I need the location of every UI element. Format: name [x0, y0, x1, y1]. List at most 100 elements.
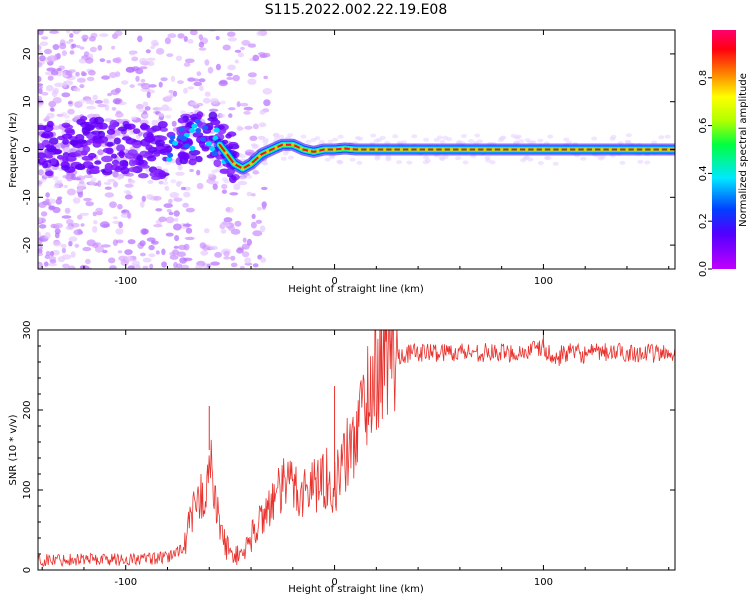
spectrogram-energy-blob: [106, 128, 116, 135]
spectrogram-noise-blob: [225, 206, 234, 213]
spectrogram-noise-blob: [38, 202, 47, 208]
spectrogram-noise-blob: [104, 186, 112, 190]
spectrogram-noise-blob: [195, 264, 203, 269]
spectrogram-energy-blob: [104, 166, 113, 172]
spectrogram-peak-blob: [195, 128, 202, 133]
spectrogram-haze: [599, 154, 606, 159]
spectrogram-noise-blob: [184, 236, 195, 241]
spectrogram-noise-blob: [184, 58, 195, 64]
spectrogram-noise-blob: [112, 170, 119, 178]
spectrogram-haze: [484, 156, 491, 160]
spectrogram-noise-blob: [151, 39, 159, 47]
spectrogram-noise-blob: [65, 40, 72, 45]
spectrogram-noise-blob: [106, 60, 111, 64]
spectrogram-peak-blob: [202, 125, 209, 131]
spectrogram-haze: [158, 112, 164, 117]
spectrogram-noise-blob: [252, 263, 259, 268]
spectrogram-noise-blob: [226, 77, 234, 80]
snr-x-tick-label: -100: [114, 577, 137, 588]
spectrogram-noise-blob: [64, 207, 71, 214]
spectrogram-haze: [310, 137, 317, 142]
spectrogram-noise-blob: [228, 225, 235, 232]
spectrogram-noise-blob: [129, 84, 135, 88]
spectrogram-haze: [357, 136, 364, 141]
spectrogram-energy-blob: [79, 116, 88, 121]
spectrogram-ridge-dot: [358, 147, 362, 152]
spectrogram-noise-blob: [102, 249, 108, 254]
spectrogram-noise-blob: [198, 78, 206, 83]
spectrogram-noise-blob: [54, 232, 60, 239]
spectrogram-noise-blob: [147, 60, 155, 67]
snr-frame: [37, 329, 676, 571]
spectrogram-energy-blob: [118, 150, 125, 159]
spectrogram-peak-blob: [209, 146, 216, 152]
spectrogram-noise-blob: [112, 181, 119, 188]
spectrogram-noise-blob: [140, 78, 146, 83]
spectrogram-ridge-dot: [424, 147, 429, 152]
spectrogram-haze: [64, 146, 71, 151]
spectrogram-noise-blob: [204, 59, 210, 66]
spectrogram-noise-blob: [209, 98, 220, 104]
spectrogram-noise-blob: [69, 33, 74, 38]
spectrogram-haze: [282, 151, 289, 156]
spectrogram-energy-blob: [81, 155, 94, 161]
spectrogram-energy-blob: [124, 152, 136, 159]
spectrogram-noise-blob: [92, 225, 98, 233]
spectrogram-ridge-dot: [550, 147, 554, 152]
spectrogram-energy-blob: [62, 156, 69, 163]
spectrogram-noise-blob: [68, 240, 73, 247]
spectrogram-noise-blob: [173, 210, 180, 217]
spectrogram-noise-blob: [234, 220, 242, 227]
spectrogram-peak-blob: [191, 123, 198, 129]
spectrogram-noise-blob: [86, 105, 96, 110]
spectrogram-ridge-dot: [441, 147, 445, 152]
spectrogram-noise-blob: [108, 138, 115, 143]
spectrogram-haze: [219, 113, 226, 118]
snr-panel: -100 0 100 0 100 200 300 Height of straight li…: [8, 320, 676, 595]
spectrogram-noise-blob: [165, 95, 173, 101]
spectrogram-noise-blob: [252, 230, 263, 237]
spectrogram-noise-blob: [166, 209, 172, 213]
spectrogram-noise-blob: [183, 243, 190, 251]
spectrogram-noise-blob: [166, 53, 174, 57]
spectrogram-haze: [103, 100, 110, 105]
spectrogram-noise-blob: [250, 221, 257, 229]
spectrogram-noise-blob: [45, 116, 50, 122]
spectrogram-noise-blob: [183, 36, 188, 42]
spectrogram-ridge-dot: [483, 147, 487, 152]
spectrogram-noise-blob: [215, 36, 220, 40]
figure-title: S115.2022.002.22.19.E08: [265, 2, 448, 18]
spectrogram-energy-blob: [97, 130, 106, 138]
spectrogram-noise-blob: [140, 252, 146, 257]
spectrogram-noise-blob: [97, 103, 107, 108]
spectrogram-ridge-dot: [408, 147, 412, 152]
spectrogram-noise-blob: [109, 265, 117, 269]
spectrogram-peak-blob: [213, 127, 220, 133]
spectrogram-plot-area: [38, 30, 675, 269]
snr-trace: [38, 330, 675, 568]
spectrogram-noise-blob: [229, 192, 239, 196]
spectrogram-noise-blob: [39, 55, 46, 62]
spectrogram-noise-blob: [168, 89, 174, 94]
spectrogram-noise-blob: [92, 211, 98, 217]
spectrogram-noise-blob: [124, 194, 133, 200]
spectrogram-energy-blob: [159, 127, 168, 132]
spectrogram-noise-blob: [131, 56, 139, 62]
spectrogram-noise-blob: [124, 255, 133, 263]
spectrogram-haze: [287, 133, 294, 138]
spectrogram-noise-blob: [100, 244, 111, 248]
spectrogram-noise-blob: [103, 181, 112, 185]
spectrogram-noise-blob: [38, 30, 44, 36]
spectrogram-peak-blob: [177, 134, 184, 140]
spectrogram-noise-blob: [97, 149, 104, 156]
spectrogram-noise-blob: [127, 239, 136, 245]
spectrogram-haze: [545, 156, 552, 160]
spectrogram-noise-blob: [53, 241, 62, 247]
spectrogram-ridge-dot: [475, 147, 479, 152]
spectrogram-energy-blob: [44, 144, 55, 149]
spectrogram-ridge-dot: [383, 147, 387, 152]
spectrogram-noise-blob: [112, 239, 118, 247]
spectrogram-energy-blob: [113, 137, 121, 145]
spectrogram-ridge-dot: [374, 147, 378, 152]
spectrogram-noise-blob: [45, 192, 50, 198]
